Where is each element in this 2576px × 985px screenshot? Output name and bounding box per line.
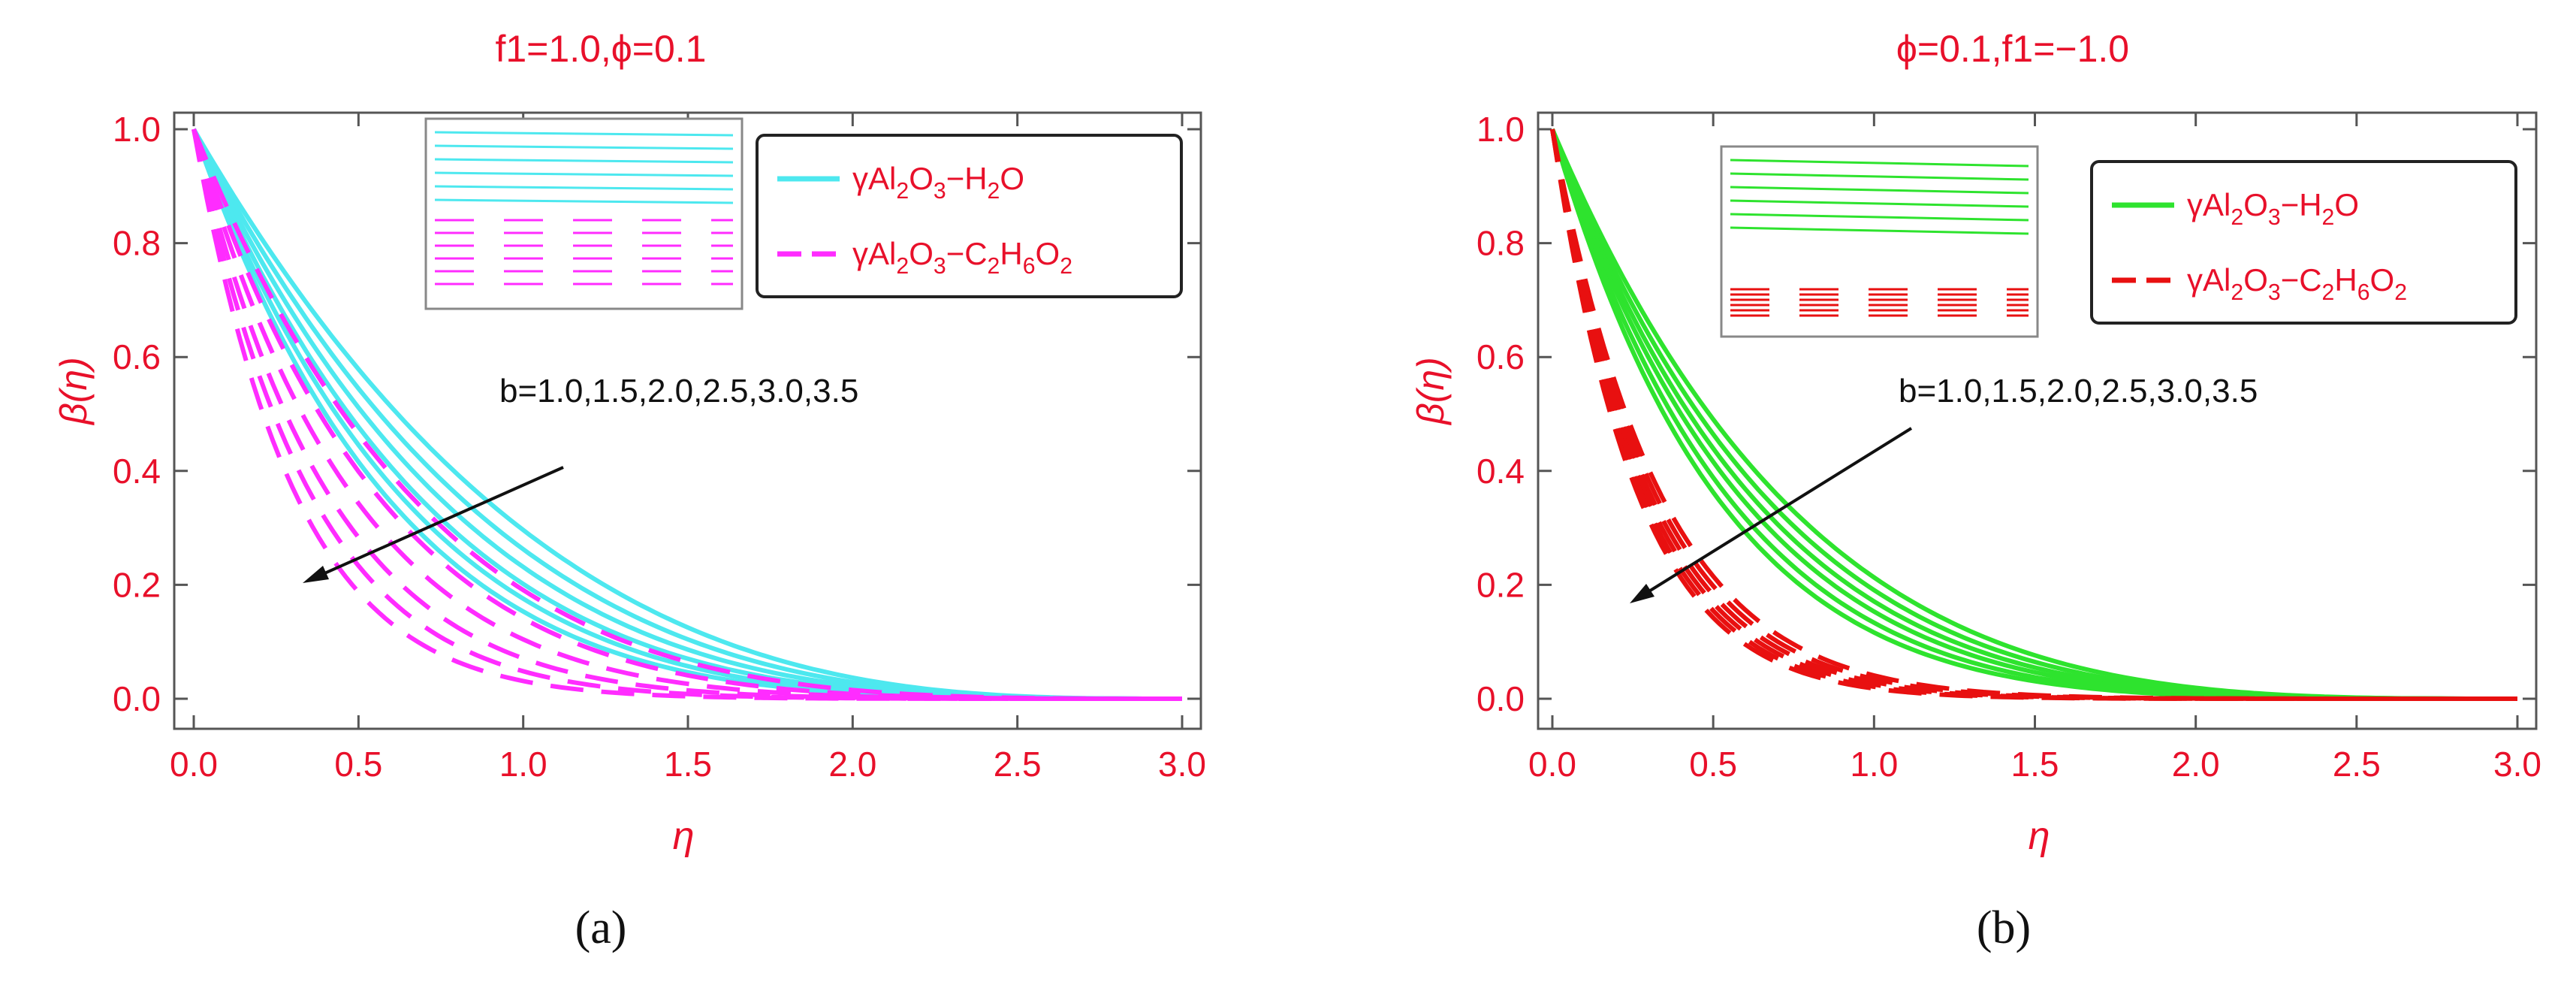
y-tick-label: 0.4 <box>1477 452 1525 491</box>
inset-solid-line <box>1730 172 2029 181</box>
inset-solid-line <box>434 171 734 177</box>
panel-a: f1=1.0,ϕ=0.1 0.0 0.2 0.4 0.6 0.8 1.0 0.0 0.5 1.… <box>53 28 1206 953</box>
y-tick-label: 0.0 <box>1477 679 1525 718</box>
y-tick-label: 0.2 <box>113 565 161 604</box>
panel-a-title: f1=1.0,ϕ=0.1 <box>495 28 706 70</box>
panel-b-ylabel: β(η) <box>1410 357 1452 426</box>
inset-solid-line <box>434 185 734 191</box>
x-tick-label: 1.5 <box>2011 745 2059 784</box>
inset-solid-line <box>1730 226 2029 235</box>
panel-b-yticks: 0.0 0.2 0.4 0.6 0.8 1.0 <box>1477 110 2536 718</box>
x-tick-label: 2.5 <box>2333 745 2381 784</box>
inset-solid-line <box>434 198 734 204</box>
panel-b-annotation: b=1.0,1.5,2.0,2.5,3.0,3.5 <box>1899 373 2258 409</box>
panel-b-title: ϕ=0.1,f1=−1.0 <box>1896 28 2129 70</box>
inset-solid-line <box>434 131 734 137</box>
inset-solid-line <box>434 158 734 164</box>
panel-b-inset-lines <box>1730 159 2029 317</box>
panel-a-yticks: 0.0 0.2 0.4 0.6 0.8 1.0 <box>113 110 1201 718</box>
panel-b-legend <box>2090 160 2517 325</box>
x-tick-label: 0.0 <box>1528 745 1576 784</box>
inset-solid-line <box>1730 199 2029 208</box>
dashed-curve <box>192 128 1182 701</box>
panel-b-legend-h2o: γAl2O3−H2O <box>2187 187 2359 230</box>
x-tick-label: 2.5 <box>994 745 1042 784</box>
y-tick-label: 0.4 <box>113 452 161 491</box>
dashed-curve <box>1550 128 2517 701</box>
y-tick-label: 0.6 <box>1477 337 1525 376</box>
panel-b-label: (b) <box>1977 902 2031 953</box>
x-tick-label: 2.0 <box>2172 745 2220 784</box>
panel-b-arrow <box>1634 427 1913 601</box>
y-tick-label: 1.0 <box>113 110 161 149</box>
panel-a-xticks: 0.0 0.5 1.0 1.5 2.0 2.5 3.0 <box>170 113 1206 784</box>
x-tick-label: 1.0 <box>499 745 547 784</box>
panel-a-legend <box>756 134 1183 298</box>
panel-b-arrowhead <box>1630 584 1654 603</box>
dashed-curve <box>192 128 1182 701</box>
x-tick-label: 0.0 <box>170 745 218 784</box>
inset-solid-line <box>434 144 734 150</box>
x-tick-label: 0.5 <box>1689 745 1737 784</box>
panel-a-legend-c2h6o2: γAl2O3−C2H6O2 <box>852 236 1072 279</box>
y-tick-label: 0.8 <box>1477 224 1525 263</box>
inset-solid-line <box>1730 159 2029 168</box>
y-tick-label: 0.2 <box>1477 565 1525 604</box>
panel-a-annotation: b=1.0,1.5,2.0,2.5,3.0,3.5 <box>499 373 858 409</box>
panel-b-xticks: 0.0 0.5 1.0 1.5 2.0 2.5 3.0 <box>1528 113 2541 784</box>
panel-b-plot <box>1550 128 2517 701</box>
inset-solid-line <box>1730 186 2029 195</box>
panel-a-arrowhead <box>303 566 329 583</box>
x-tick-label: 1.0 <box>1850 745 1898 784</box>
x-tick-label: 0.5 <box>334 745 382 784</box>
panel-b: ϕ=0.1,f1=−1.0 0.0 0.2 0.4 0.6 0.8 1.0 0.0 0.5 1… <box>1410 28 2541 953</box>
inset-solid-line <box>1730 213 2029 222</box>
panel-a-legend-h2o: γAl2O3−H2O <box>852 161 1024 204</box>
x-tick-label: 3.0 <box>2493 745 2541 784</box>
y-tick-label: 0.8 <box>113 224 161 263</box>
panel-a-ylabel: β(η) <box>53 357 95 426</box>
panel-a-xlabel: η <box>673 814 695 858</box>
panel-a-plot <box>192 128 1182 701</box>
panel-b-legend-c2h6o2: γAl2O3−C2H6O2 <box>2187 262 2407 305</box>
y-tick-label: 1.0 <box>1477 110 1525 149</box>
panel-a-inset <box>424 117 744 310</box>
panel-a-arrow <box>309 466 564 582</box>
x-tick-label: 2.0 <box>828 745 876 784</box>
y-tick-label: 0.6 <box>113 337 161 376</box>
panel-b-frame <box>1537 111 2538 730</box>
y-tick-label: 0.0 <box>113 679 161 718</box>
dashed-curve <box>192 128 1182 701</box>
panel-b-xlabel: η <box>2029 814 2050 858</box>
dashed-curve <box>1550 128 2517 701</box>
x-tick-label: 3.0 <box>1158 745 1206 784</box>
panel-a-inset-lines <box>434 131 734 286</box>
x-tick-label: 1.5 <box>664 745 712 784</box>
panel-a-label: (a) <box>575 902 627 953</box>
